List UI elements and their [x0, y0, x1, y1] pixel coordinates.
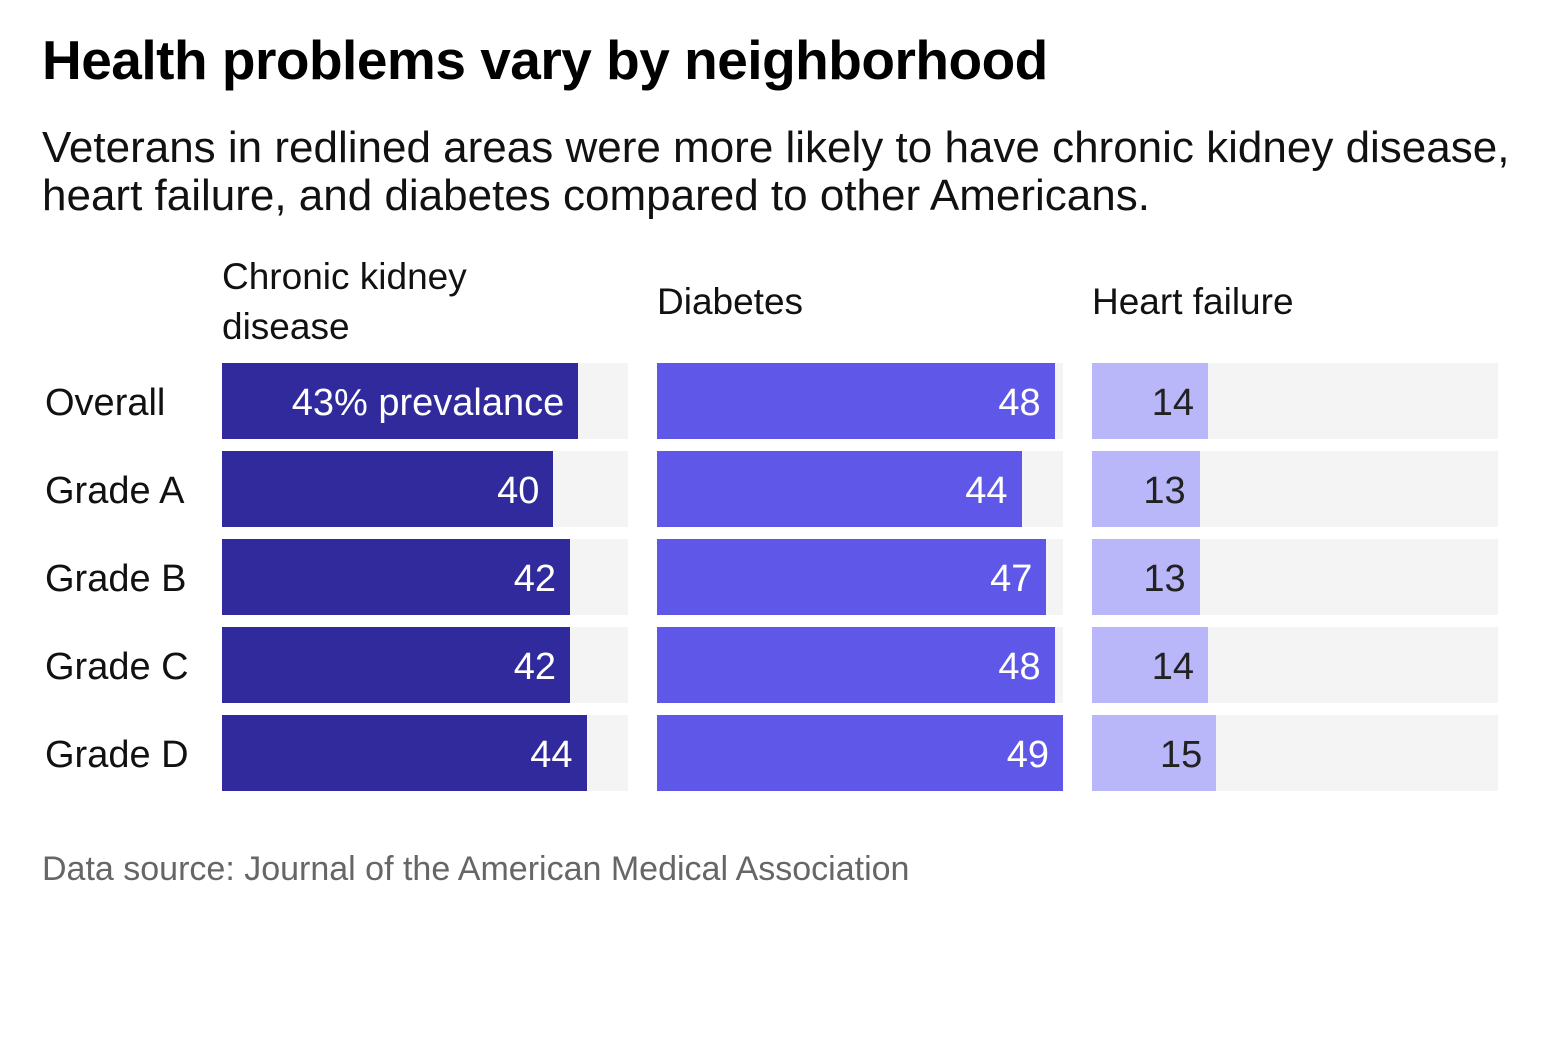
data-label: 47 [990, 558, 1033, 600]
bar-track: 13 [1092, 451, 1498, 527]
bar: 49 [657, 715, 1063, 791]
data-label: 44 [965, 470, 1008, 512]
bar-track: 15 [1092, 715, 1498, 791]
data-label: 40 [497, 470, 540, 512]
bar-track: 48 [657, 363, 1063, 439]
data-label: 14 [1151, 646, 1194, 688]
source-note: Data source: Journal of the American Med… [42, 850, 910, 888]
bar: 48 [657, 363, 1055, 439]
chart-title: Health problems vary by neighborhood [42, 29, 1048, 91]
row-label: Grade C [45, 646, 189, 688]
bar-track: 40 [222, 451, 628, 527]
bar: 40 [222, 451, 554, 527]
bar: 14 [1092, 363, 1208, 439]
chart-subtitle: Veterans in redlined areas were more lik… [42, 123, 1510, 220]
data-label: 13 [1143, 558, 1186, 600]
bar: 44 [657, 451, 1022, 527]
column-header: Chronic kidney disease [222, 256, 467, 347]
column-header: Heart failure [1092, 281, 1294, 322]
bar-track: 44 [222, 715, 628, 791]
bar: 47 [657, 539, 1047, 615]
bar-track: 43% prevalance [222, 363, 628, 439]
bar-track: 14 [1092, 627, 1498, 703]
data-label: 14 [1151, 382, 1194, 424]
bar: 48 [657, 627, 1055, 703]
bar-track: 44 [657, 451, 1063, 527]
bar-track: 42 [222, 539, 628, 615]
data-label: 49 [1006, 734, 1049, 776]
bar: 44 [222, 715, 587, 791]
bar: 42 [222, 539, 570, 615]
data-label: 13 [1143, 470, 1186, 512]
bar: 13 [1092, 451, 1200, 527]
row-label: Grade A [45, 470, 185, 512]
bar-track: 14 [1092, 363, 1498, 439]
bar: 13 [1092, 539, 1200, 615]
bar: 42 [222, 627, 570, 703]
bar-track: 47 [657, 539, 1063, 615]
row-label: Grade D [45, 734, 189, 776]
bar-track: 49 [657, 715, 1063, 791]
bar-track: 42 [222, 627, 628, 703]
data-label: 15 [1160, 734, 1203, 776]
data-label: 44 [530, 734, 573, 776]
row-label: Grade B [45, 558, 187, 600]
data-label: 48 [998, 382, 1041, 424]
bar-track: 48 [657, 627, 1063, 703]
bar: 15 [1092, 715, 1217, 791]
bar: 14 [1092, 627, 1208, 703]
column-header: Diabetes [657, 281, 804, 322]
row-label: Overall [45, 382, 166, 424]
data-label: 48 [998, 646, 1041, 688]
data-label: 42 [513, 646, 556, 688]
bar-track: 13 [1092, 539, 1498, 615]
bar: 43% prevalance [222, 363, 579, 439]
data-label: 43% prevalance [291, 382, 565, 424]
data-label: 42 [513, 558, 556, 600]
